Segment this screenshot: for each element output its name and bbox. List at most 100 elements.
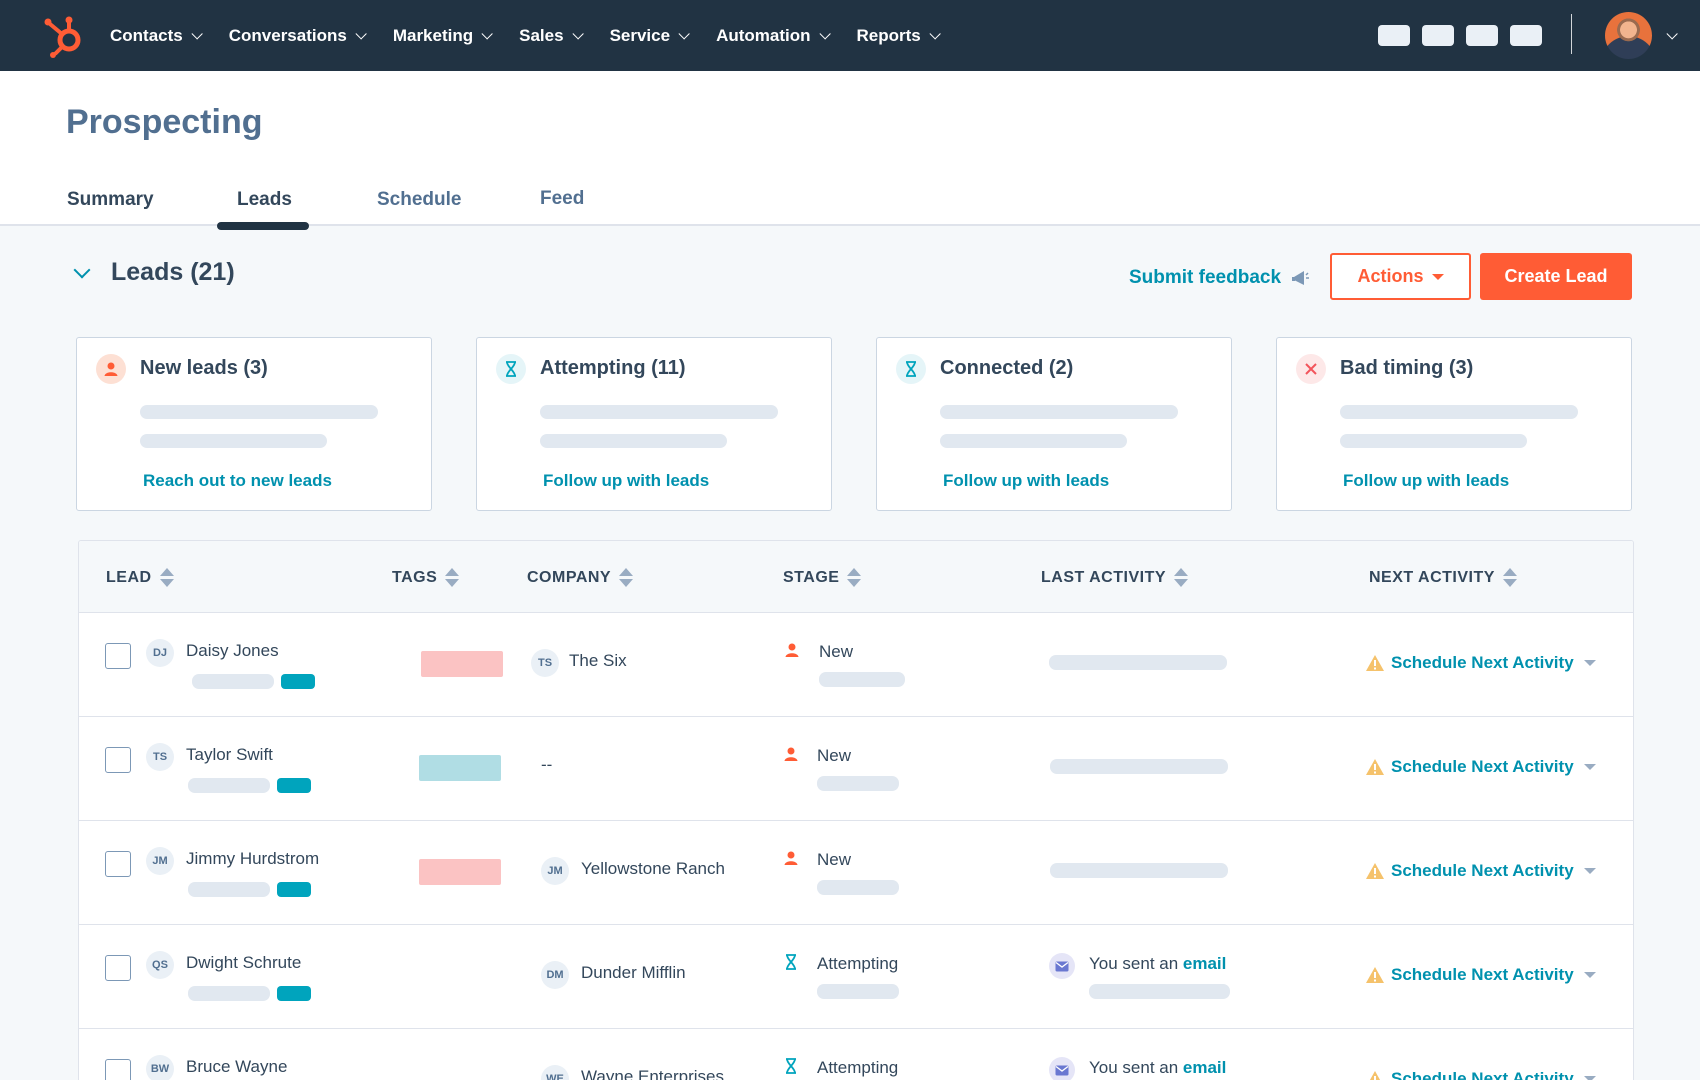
hourglass-icon	[496, 354, 526, 384]
lead-name[interactable]: Bruce Wayne	[186, 1057, 288, 1076]
card-link[interactable]: Follow up with leads	[543, 471, 710, 490]
company-avatar: WE	[541, 1065, 569, 1080]
email-link[interactable]: email	[1182, 954, 1227, 973]
schedule-next-activity[interactable]: Schedule Next Activity	[1365, 1069, 1596, 1080]
nav-item-marketing[interactable]: Marketing	[393, 26, 493, 46]
stage-card-attempting: Attempting (11) Follow up with leads	[476, 337, 832, 511]
company-name[interactable]: Yellowstone Ranch	[581, 859, 725, 878]
lead-name[interactable]: Taylor Swift	[186, 745, 273, 764]
lead-name[interactable]: Jimmy Hurdstrom	[186, 849, 320, 868]
column-header-tags[interactable]: TAGS	[392, 568, 460, 587]
skeleton-line	[1050, 863, 1228, 878]
collapse-chevron-icon[interactable]	[73, 261, 91, 279]
chevron-down-icon	[1666, 27, 1678, 40]
lead-avatar: BW	[146, 1055, 174, 1080]
lead-chip	[277, 986, 311, 1001]
leads-table: LEAD TAGS COMPANY STAGE LAST ACTIVITY NE…	[78, 540, 1634, 1080]
company-name[interactable]: Wayne Enterprises	[581, 1067, 724, 1080]
tag-pill[interactable]	[421, 651, 503, 677]
lead-chip	[281, 674, 315, 689]
tab-schedule[interactable]: Schedule	[377, 189, 462, 210]
row-checkbox[interactable]	[105, 851, 131, 877]
table-row[interactable]: TS Taylor Swift -- New Schedule Next Act…	[79, 717, 1633, 821]
warning-icon	[1366, 863, 1384, 879]
utility-icon-2[interactable]	[1422, 25, 1454, 46]
last-activity-text: You sent an email	[1089, 954, 1226, 974]
email-link[interactable]: email	[1182, 1058, 1227, 1077]
submit-feedback-label: Submit feedback	[1129, 267, 1282, 288]
lead-name[interactable]: Daisy Jones	[186, 641, 279, 660]
lead-chip	[277, 882, 311, 897]
lead-name[interactable]: Dwight Schrute	[186, 953, 302, 972]
person-icon	[781, 744, 801, 764]
card-title: Attempting (11)	[540, 357, 686, 379]
stage-card-bad-timing: Bad timing (3) Follow up with leads	[1276, 337, 1632, 511]
company-name[interactable]: Dunder Mifflin	[581, 963, 686, 982]
tag-pill[interactable]	[419, 755, 501, 781]
person-icon	[781, 848, 801, 868]
nav-item-automation[interactable]: Automation	[716, 25, 831, 46]
table-row[interactable]: BW Bruce Wayne WE Wayne Enterprises Atte…	[79, 1029, 1633, 1080]
company-name[interactable]: The Six	[569, 651, 627, 670]
tab-feed[interactable]: Feed	[540, 188, 585, 209]
utility-icon-1[interactable]	[1378, 25, 1410, 46]
column-label: TAGS	[392, 568, 438, 586]
utility-icon-4[interactable]	[1510, 25, 1542, 46]
nav-item-label: Conversations	[228, 25, 347, 45]
utility-icon-3[interactable]	[1466, 25, 1498, 46]
warning-icon	[1369, 1071, 1381, 1080]
nav-item-contacts[interactable]: Contacts	[110, 26, 203, 46]
hubspot-logo-icon[interactable]	[42, 14, 88, 58]
next-activity-label: Schedule Next Activity	[1391, 757, 1574, 776]
schedule-next-activity[interactable]: Schedule Next Activity	[1365, 653, 1596, 673]
tab-leads[interactable]: Leads	[237, 189, 292, 210]
next-activity-label: Schedule Next Activity	[1391, 1069, 1574, 1080]
row-checkbox[interactable]	[105, 747, 131, 773]
column-header-lead[interactable]: LEAD	[106, 568, 174, 587]
column-header-last-activity[interactable]: LAST ACTIVITY	[1041, 568, 1189, 587]
sort-icon	[159, 568, 174, 587]
nav-item-label: Automation	[716, 25, 811, 45]
column-label: NEXT ACTIVITY	[1369, 568, 1495, 586]
schedule-next-activity[interactable]: Schedule Next Activity	[1365, 757, 1596, 777]
skeleton-line	[1049, 655, 1227, 670]
column-header-company[interactable]: COMPANY	[527, 568, 634, 587]
row-checkbox[interactable]	[105, 955, 131, 981]
row-checkbox[interactable]	[105, 1059, 131, 1080]
table-row[interactable]: DJ Daisy Jones TS The Six New Schedule N…	[79, 613, 1633, 717]
schedule-next-activity[interactable]: Schedule Next Activity	[1365, 965, 1596, 985]
create-lead-button[interactable]: Create Lead	[1480, 253, 1632, 300]
nav-item-reports[interactable]: Reports	[857, 26, 941, 46]
skeleton-line	[817, 880, 899, 895]
tag-pill[interactable]	[419, 859, 501, 885]
card-link[interactable]: Reach out to new leads	[143, 471, 332, 490]
next-activity-label: Schedule Next Activity	[1391, 965, 1574, 984]
column-header-next-activity[interactable]: NEXT ACTIVITY	[1369, 568, 1517, 587]
stage-card-new-leads: New leads (3) Reach out to new leads	[76, 337, 432, 511]
nav-item-service[interactable]: Service	[610, 26, 690, 46]
row-checkbox[interactable]	[105, 643, 131, 669]
card-title: New leads (3)	[140, 357, 268, 379]
tab-summary[interactable]: Summary	[67, 189, 154, 210]
column-label: LEAD	[106, 568, 152, 586]
schedule-next-activity[interactable]: Schedule Next Activity	[1365, 861, 1596, 881]
submit-feedback-link[interactable]: Submit feedback	[1129, 267, 1310, 289]
table-row[interactable]: JM Jimmy Hurdstrom JM Yellowstone Ranch …	[79, 821, 1633, 925]
actions-button[interactable]: Actions	[1330, 253, 1471, 300]
card-link[interactable]: Follow up with leads	[943, 471, 1110, 490]
table-row[interactable]: QS Dwight Schrute DM Dunder Mifflin Atte…	[79, 925, 1633, 1029]
account-menu[interactable]	[1605, 12, 1678, 59]
skeleton-line	[188, 986, 270, 1001]
stage-label: Attempting	[817, 954, 899, 973]
nav-item-conversations[interactable]: Conversations	[228, 25, 367, 46]
chevron-down-icon	[191, 27, 203, 40]
lead-chip	[277, 778, 311, 793]
avatar[interactable]	[1605, 12, 1652, 59]
page-title: Prospecting	[66, 103, 263, 141]
column-header-stage[interactable]: STAGE	[783, 568, 862, 587]
card-link[interactable]: Follow up with leads	[1343, 471, 1510, 490]
nav-item-sales[interactable]: Sales	[519, 26, 584, 46]
skeleton-line	[540, 405, 778, 419]
person-icon	[96, 354, 126, 384]
skeleton-line	[817, 984, 899, 999]
